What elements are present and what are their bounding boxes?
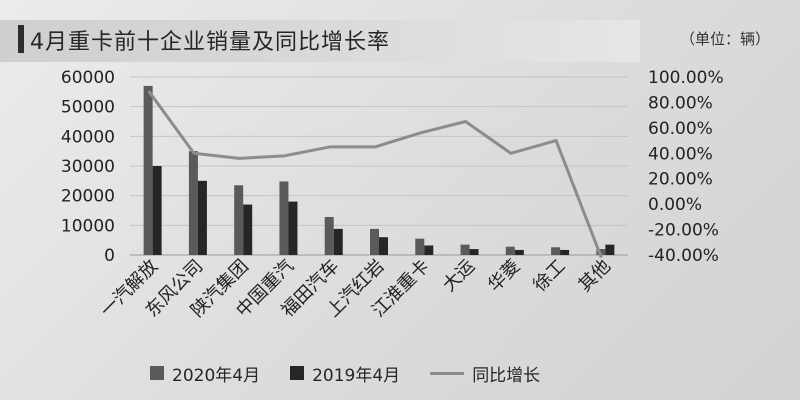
left-tick-label: 10000	[61, 216, 115, 236]
legend-swatch-2020	[150, 366, 164, 380]
legend-swatch-2019	[290, 366, 305, 380]
bar-2019	[333, 228, 343, 255]
left-tick-label: 0	[104, 246, 115, 266]
bar-2019	[288, 201, 298, 255]
bar-2020	[596, 249, 606, 255]
bar-2020	[234, 185, 244, 255]
bar-2019	[379, 237, 388, 255]
bar-2020	[415, 238, 425, 255]
right-tick-label: 60.00%	[648, 119, 713, 139]
bar-2020	[143, 85, 153, 256]
bar-2019	[243, 204, 253, 255]
right-axis: -40.00% -20.00% 0.00% 20.00% 40.00% 60.00% 80.…	[648, 68, 724, 266]
left-tick-label: 20000	[61, 187, 115, 207]
right-tick-label: -20.00%	[648, 221, 719, 241]
bar-2019	[560, 249, 570, 255]
category-label: 华菱	[484, 256, 524, 296]
unit-label: （单位：辆）	[679, 30, 770, 48]
left-axis: 0 10000 20000 30000 40000 50000 60000	[61, 68, 115, 266]
bar-2020	[551, 247, 561, 255]
bar-2020	[460, 244, 470, 255]
bar-2020	[324, 217, 334, 255]
right-tick-label: 100.00%	[648, 68, 724, 88]
right-tick-label: 80.00%	[648, 93, 713, 113]
bar-2019	[197, 180, 207, 255]
left-tick-label: 40000	[61, 127, 115, 147]
right-tick-label: 40.00%	[648, 144, 713, 164]
bar-2019	[469, 249, 479, 255]
bar-2020	[279, 181, 289, 255]
legend-label-growth: 同比增长	[472, 365, 541, 386]
bar-2020	[370, 228, 379, 255]
category-label: 徐工	[529, 256, 569, 296]
category-label: 其他	[575, 256, 615, 296]
bar-2019	[152, 166, 162, 255]
left-tick-label: 30000	[61, 157, 115, 177]
legend-label-2019: 2019年4月	[312, 365, 401, 386]
chart-title: 4月重卡前十企业销量及同比增长率	[30, 30, 390, 55]
legend-item-2019: 2019年4月	[290, 361, 400, 386]
bar-2019	[605, 244, 615, 255]
legend-item-growth: 同比增长	[430, 361, 540, 386]
left-tick-label: 60000	[61, 68, 115, 88]
bar-2020	[505, 246, 515, 255]
category-label: 大运	[439, 256, 479, 296]
legend: 2020年4月 2019年4月 同比增长	[150, 360, 570, 386]
right-tick-label: 20.00%	[648, 170, 713, 190]
bars-layer	[143, 85, 615, 256]
title-accent	[18, 25, 24, 53]
legend-item-2020: 2020年4月	[150, 361, 260, 386]
bar-2019	[424, 245, 434, 255]
title-bar	[0, 20, 640, 62]
line-layer	[147, 90, 603, 259]
left-tick-label: 50000	[61, 98, 115, 118]
legend-label-2020: 2020年4月	[172, 365, 261, 386]
legend-line-growth	[430, 371, 465, 375]
bar-2020	[188, 151, 198, 255]
bar-2019	[514, 249, 524, 255]
right-tick-label: -40.00%	[648, 246, 719, 266]
right-tick-label: 0.00%	[648, 195, 702, 215]
